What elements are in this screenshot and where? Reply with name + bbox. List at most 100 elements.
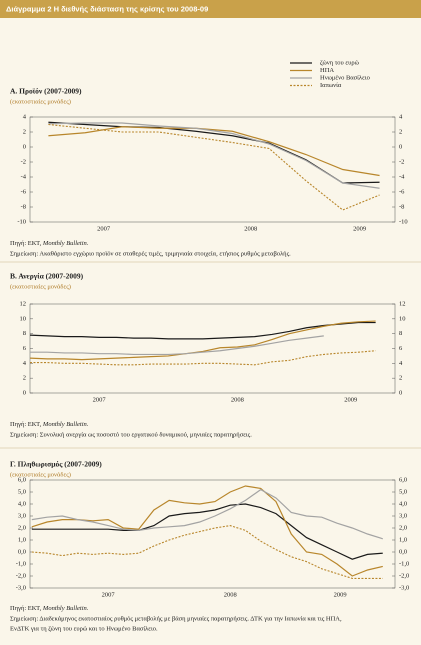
series-line (31, 503, 383, 560)
x-tick-label: 2007 (93, 396, 107, 403)
series-line (29, 321, 376, 340)
legend-label: ζώνη του ευρώ (320, 59, 360, 66)
series-line (48, 123, 380, 211)
note: Σημείωση: Ακαθάριστο εγχώριο προϊόν σε σ… (10, 250, 291, 257)
y-tick-label-right: -3,0 (399, 584, 409, 591)
source-title: Monthly Bulletin. (42, 240, 89, 247)
y-tick-label: 4 (23, 360, 27, 367)
plot-frame (29, 303, 396, 394)
y-tick-label: -10 (17, 218, 26, 225)
plot-frame (29, 116, 396, 223)
y-tick-label: 3,0 (18, 512, 26, 519)
source-prefix: Πηγή: ΕΚΤ, (10, 240, 42, 247)
x-tick-label: 2007 (97, 225, 111, 232)
y-tick-label-right: -1,0 (399, 560, 409, 567)
y-tick-label: 12 (20, 300, 27, 307)
y-tick-label-right: -8 (399, 203, 404, 210)
y-tick-label-right: 4 (399, 360, 403, 367)
source: Πηγή: ΕΚΤ, Monthly Bulletin. (10, 605, 89, 612)
y-tick-label: -1,0 (16, 560, 26, 567)
y-tick-label: 1,0 (18, 536, 26, 543)
y-tick-label: -2,0 (16, 572, 26, 579)
y-tick-label: -6 (21, 188, 27, 195)
y-tick-label: 0 (23, 143, 26, 150)
source: Πηγή: ΕΚΤ, Monthly Bulletin. (10, 421, 89, 428)
y-tick-label-right: 3,0 (399, 512, 407, 519)
y-tick-label-right: 4,0 (399, 500, 407, 507)
x-tick-label: 2009 (353, 225, 366, 232)
y-tick-label-right: 2 (399, 128, 402, 135)
y-tick-label: 10 (20, 315, 27, 322)
y-tick-label: 0,0 (18, 548, 26, 555)
y-tick-label: 0 (23, 389, 26, 396)
header-title: Διάγραμμα 2 Η διεθνής διάσταση της κρίση… (6, 4, 208, 13)
chart-title: Β. Ανεργία (2007-2009) (10, 272, 84, 281)
y-tick-label-right: -4 (399, 173, 405, 180)
chart-subtitle: (εκατοστιαίες μονάδες) (10, 283, 71, 290)
x-tick-label: 2008 (244, 225, 257, 232)
y-tick-label: -3,0 (16, 584, 26, 591)
x-tick-label: 2009 (334, 591, 347, 598)
note: ΕνΔΤΚ για τη ζώνη του ευρώ και το Ηνωμέν… (10, 625, 158, 632)
series-line (31, 488, 383, 540)
y-tick-label-right: 2 (399, 375, 402, 382)
x-tick-label: 2008 (231, 396, 244, 403)
y-tick-label-right: 0 (399, 389, 402, 396)
chart-title: Α. Προϊόν (2007-2009) (10, 87, 82, 96)
y-tick-label-right: 6,0 (399, 476, 407, 483)
legend-label: Ιαπωνία (320, 82, 342, 89)
source-prefix: Πηγή: ΕΚΤ, (10, 605, 42, 612)
chart-subtitle: (εκατοστιαίες μονάδες) (10, 471, 71, 478)
y-tick-label: 6,0 (18, 476, 26, 483)
series-line (31, 485, 383, 577)
y-tick-label-right: 10 (399, 315, 406, 322)
y-tick-label: -8 (21, 203, 26, 210)
y-tick-label-right: 12 (399, 300, 406, 307)
y-tick-label: 2 (23, 128, 26, 135)
y-tick-label-right: 8 (399, 330, 402, 337)
legend-label: ΗΠΑ (320, 67, 334, 74)
y-tick-label: 2 (23, 375, 26, 382)
x-tick-label: 2009 (344, 396, 357, 403)
y-tick-label: 6 (23, 345, 27, 352)
y-tick-label-right: -2 (399, 158, 404, 165)
x-tick-label: 2008 (224, 591, 237, 598)
legend-label: Ηνωμένο Βασίλειο (320, 74, 370, 81)
y-tick-label-right: 1,0 (399, 536, 407, 543)
y-tick-label: 2,0 (18, 524, 26, 531)
y-tick-label-right: 0 (399, 143, 402, 150)
y-tick-label-right: -2,0 (399, 572, 409, 579)
y-tick-label-right: 4 (399, 113, 403, 120)
series-line (30, 350, 376, 366)
y-tick-label-right: 5,0 (399, 488, 407, 495)
y-tick-label: 4,0 (18, 500, 26, 507)
y-tick-label-right: 2,0 (399, 524, 407, 531)
series-line (31, 525, 383, 579)
plot-frame (29, 479, 396, 589)
series-line (29, 320, 376, 361)
series-line (30, 335, 324, 356)
series-line (48, 122, 380, 189)
source-title: Monthly Bulletin. (42, 605, 89, 612)
y-tick-label: -2 (21, 158, 26, 165)
chart-title: Γ. Πληθωρισμός (2007-2009) (10, 460, 102, 469)
y-tick-label: 4 (23, 113, 27, 120)
source: Πηγή: ΕΚΤ, Monthly Bulletin. (10, 240, 89, 247)
series-line (48, 126, 380, 177)
note: Σημείωση: Διαδεκάμηνος εκατοστιαίος ρυθμ… (10, 615, 342, 622)
note: Σημείωση: Συνολική ανεργία ως ποσοστό το… (10, 431, 252, 438)
y-tick-label-right: 0,0 (399, 548, 407, 555)
y-tick-label: 5,0 (18, 488, 26, 495)
y-tick-label-right: -6 (399, 188, 405, 195)
y-tick-label: 8 (23, 330, 26, 337)
y-tick-label: -4 (21, 173, 27, 180)
y-tick-label-right: 6 (399, 345, 403, 352)
source-prefix: Πηγή: ΕΚΤ, (10, 421, 42, 428)
y-tick-label-right: -10 (399, 218, 408, 225)
header-bar (0, 0, 421, 18)
chart-subtitle: (εκατοστιαίες μονάδες) (10, 98, 71, 105)
source-title: Monthly Bulletin. (42, 421, 89, 428)
x-tick-label: 2007 (102, 591, 116, 598)
